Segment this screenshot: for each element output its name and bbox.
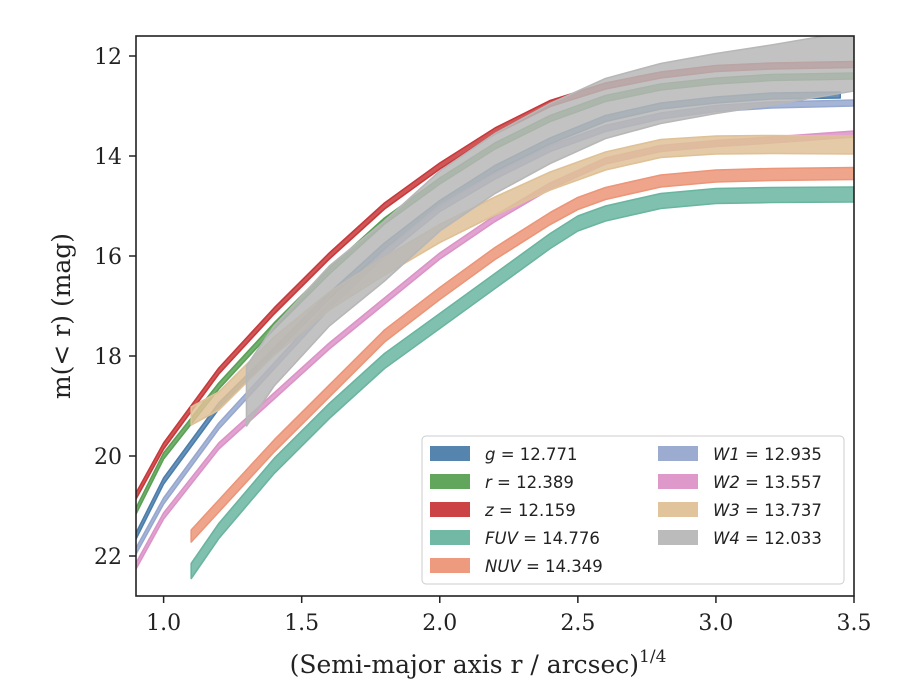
legend-swatch-w1 [658, 446, 698, 461]
plot-frame [135, 35, 855, 597]
legend-swatch-w4 [658, 530, 698, 545]
legend-label-w1: W1 = 12.935 [713, 445, 822, 464]
legend-swatch-r [430, 474, 470, 489]
legend-label-z: z = 12.159 [484, 501, 576, 520]
x-axis-title-main: (Semi-major axis r / arcsec) [290, 650, 639, 679]
x-tick-label: 1.5 [284, 611, 319, 636]
legend: g = 12.771 r = 12.389 z = 12.159 FUV = 14.7… [421, 435, 845, 585]
y-tick-label: 20 [94, 445, 122, 470]
legend-swatch-w2 [658, 474, 698, 489]
x-tick-label: 2.0 [422, 611, 457, 636]
y-tick-label: 18 [94, 345, 122, 370]
series-z-band [136, 60, 854, 500]
legend-swatch-z [430, 502, 470, 517]
series-layer [136, 36, 854, 580]
y-tick-label: 16 [94, 245, 122, 270]
legend-label-fuv: FUV = 14.776 [485, 529, 600, 548]
series-w4-band [245, 36, 854, 427]
legend-label-r: r = 12.389 [485, 473, 574, 492]
x-tick-label: 3.5 [837, 611, 872, 636]
y-tick-label: 12 [94, 45, 122, 70]
legend-label-w2: W2 = 13.557 [713, 473, 822, 492]
series-nuv-band [190, 166, 854, 543]
y-axis-title: m(< r) (mag) [47, 233, 76, 399]
legend-frame [421, 435, 845, 585]
legend-label-nuv: NUV = 14.349 [485, 557, 603, 576]
legend-swatch-w3 [658, 502, 698, 517]
x-tick-label: 3.0 [698, 611, 733, 636]
ticks-layer: 1.0 1.5 2.0 2.5 3.0 3.5 12 14 16 18 20 22 [94, 45, 872, 636]
series-fuv-band [190, 186, 854, 580]
x-axis-title: (Semi-major axis r / arcsec)1/4 [290, 647, 667, 679]
series-w2-band [136, 130, 854, 570]
x-axis-title-exponent: 1/4 [639, 647, 666, 667]
legend-label-w4: W4 = 12.033 [713, 529, 822, 548]
x-tick-label: 1.0 [146, 611, 181, 636]
y-tick-label: 14 [94, 145, 122, 170]
y-tick-label: 22 [94, 545, 122, 570]
legend-label-w3: W3 = 13.737 [713, 501, 822, 520]
legend-swatch-fuv [430, 530, 470, 545]
x-tick-label: 2.5 [560, 611, 595, 636]
legend-label-g: g = 12.771 [485, 445, 578, 464]
legend-swatch-g [430, 446, 470, 461]
legend-swatch-nuv [430, 558, 470, 573]
